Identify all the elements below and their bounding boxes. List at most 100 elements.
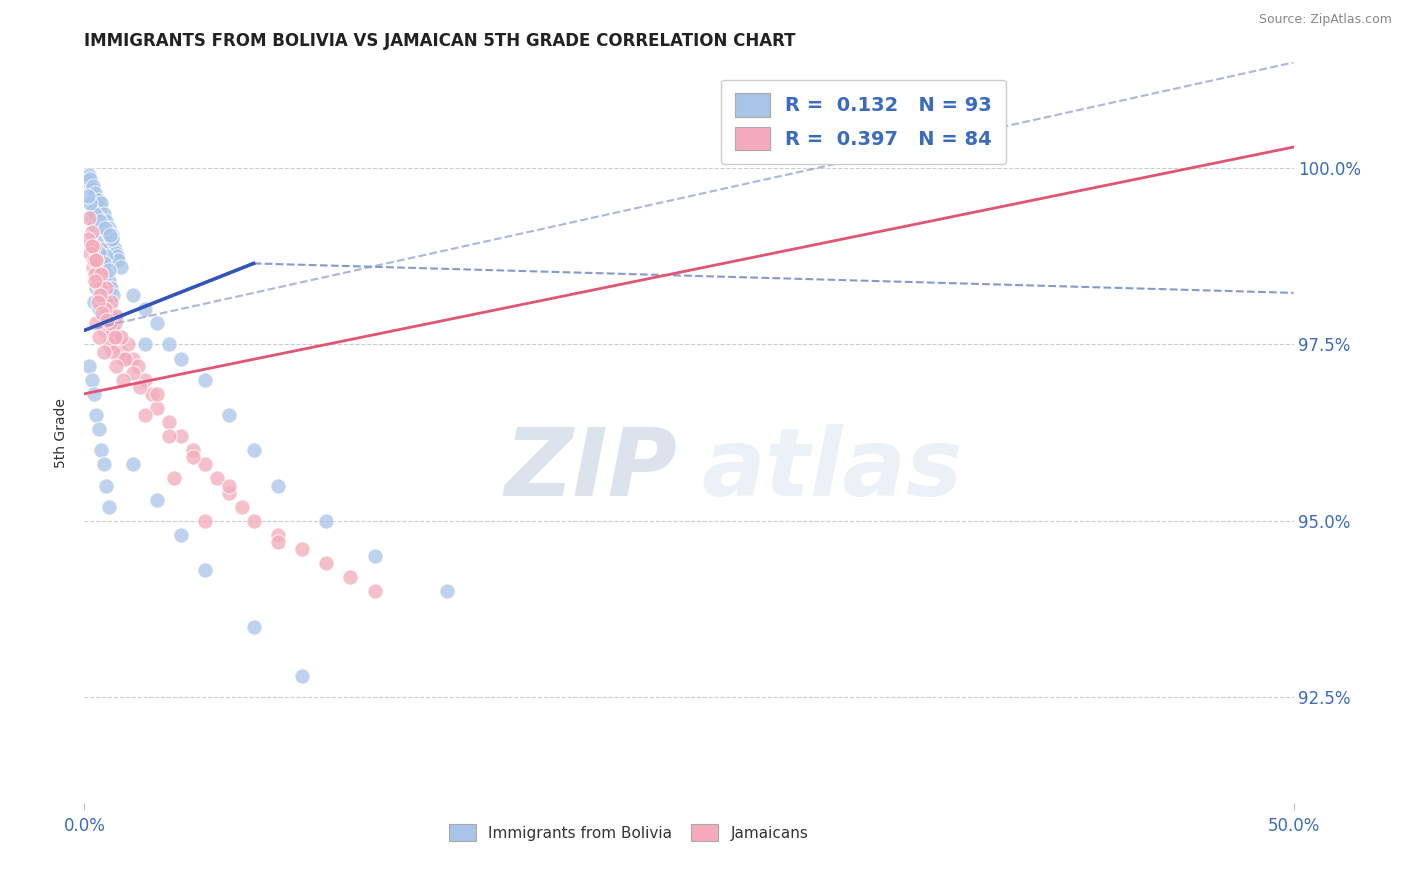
Point xyxy=(89,288,111,302)
Point xyxy=(101,310,124,324)
Point xyxy=(100,281,122,295)
Point xyxy=(157,337,180,351)
Y-axis label: 5th Grade: 5th Grade xyxy=(55,398,69,467)
Point xyxy=(121,366,143,380)
Point xyxy=(134,408,156,422)
Point xyxy=(77,189,100,203)
Point xyxy=(86,252,108,267)
Point xyxy=(94,295,117,310)
Point xyxy=(86,252,108,267)
Point xyxy=(84,186,107,200)
Point xyxy=(194,373,217,387)
Point xyxy=(129,380,152,394)
Point xyxy=(96,225,118,239)
Point xyxy=(103,239,125,253)
Point xyxy=(103,323,125,337)
Point xyxy=(121,288,143,302)
Point xyxy=(181,450,204,465)
Point xyxy=(291,541,314,556)
Point xyxy=(84,267,107,281)
Point xyxy=(98,316,121,330)
Point xyxy=(104,330,127,344)
Point xyxy=(77,211,100,225)
Point xyxy=(170,528,193,542)
Point xyxy=(104,310,127,324)
Text: atlas: atlas xyxy=(702,424,962,516)
Text: IMMIGRANTS FROM BOLIVIA VS JAMAICAN 5TH GRADE CORRELATION CHART: IMMIGRANTS FROM BOLIVIA VS JAMAICAN 5TH … xyxy=(84,32,796,50)
Point xyxy=(86,193,108,207)
Point xyxy=(90,443,112,458)
Point xyxy=(87,203,110,218)
Point xyxy=(86,196,108,211)
Point xyxy=(87,267,110,281)
Legend: Immigrants from Bolivia, Jamaicans: Immigrants from Bolivia, Jamaicans xyxy=(443,818,814,847)
Point xyxy=(80,211,103,225)
Point xyxy=(104,245,127,260)
Point xyxy=(94,302,117,317)
Point xyxy=(104,242,127,256)
Point xyxy=(114,351,136,366)
Point xyxy=(89,281,111,295)
Point xyxy=(170,351,193,366)
Point xyxy=(90,242,112,256)
Point xyxy=(87,422,110,436)
Point xyxy=(107,252,129,267)
Point xyxy=(77,168,100,182)
Point xyxy=(80,225,103,239)
Point xyxy=(363,549,385,563)
Point xyxy=(117,337,139,351)
Point xyxy=(436,584,458,599)
Point xyxy=(87,330,110,344)
Text: Source: ZipAtlas.com: Source: ZipAtlas.com xyxy=(1258,13,1392,27)
Point xyxy=(146,316,169,330)
Point xyxy=(83,295,105,310)
Point xyxy=(90,196,112,211)
Point xyxy=(94,267,117,281)
Point xyxy=(97,263,120,277)
Point xyxy=(93,260,115,274)
Point xyxy=(218,485,240,500)
Point xyxy=(110,330,132,344)
Point xyxy=(100,302,122,317)
Point xyxy=(94,295,117,310)
Point xyxy=(86,295,108,310)
Point xyxy=(97,274,120,288)
Point xyxy=(267,535,290,549)
Point xyxy=(93,458,115,472)
Point xyxy=(90,288,112,302)
Point xyxy=(170,429,193,443)
Point xyxy=(86,274,108,288)
Point xyxy=(134,302,156,317)
Point xyxy=(112,373,135,387)
Point xyxy=(83,387,105,401)
Point xyxy=(121,351,143,366)
Point xyxy=(103,288,125,302)
Point xyxy=(363,584,385,599)
Point xyxy=(100,235,122,250)
Point xyxy=(100,316,122,330)
Point xyxy=(94,218,117,232)
Point xyxy=(94,249,117,263)
Point xyxy=(90,252,112,267)
Point xyxy=(86,316,108,330)
Point xyxy=(93,323,115,337)
Point xyxy=(242,514,264,528)
Point xyxy=(94,221,117,235)
Point xyxy=(104,310,127,324)
Point xyxy=(267,528,290,542)
Point xyxy=(80,182,103,196)
Point xyxy=(97,310,120,324)
Point xyxy=(98,306,121,320)
Point xyxy=(97,500,120,514)
Point xyxy=(98,228,121,243)
Point xyxy=(86,211,108,225)
Point xyxy=(89,214,111,228)
Point xyxy=(104,330,127,344)
Point xyxy=(79,245,101,260)
Point xyxy=(82,178,104,193)
Point xyxy=(94,214,117,228)
Point xyxy=(93,295,115,310)
Point xyxy=(100,295,122,310)
Point xyxy=(82,260,104,274)
Point xyxy=(90,281,112,295)
